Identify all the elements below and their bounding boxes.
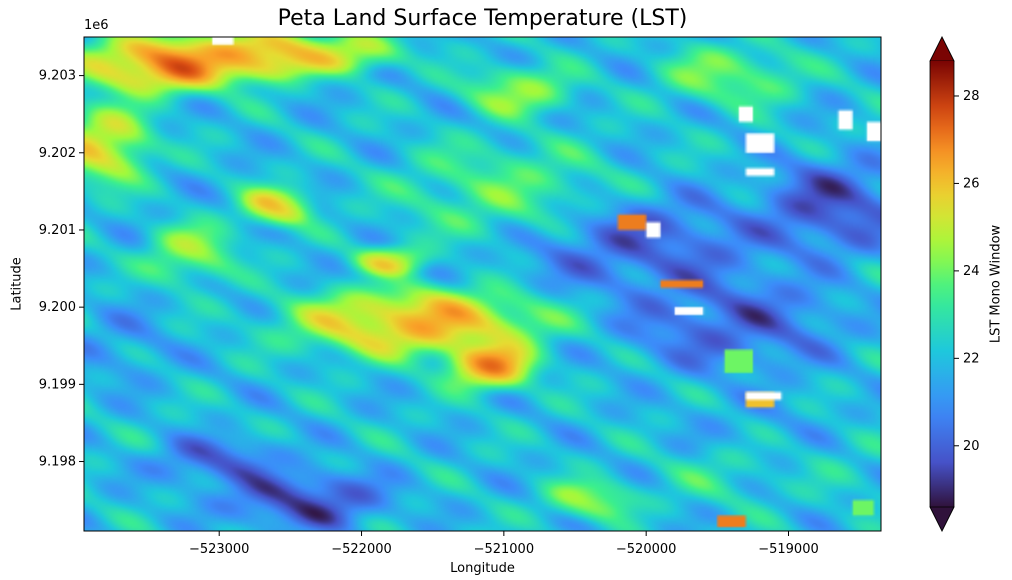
- y-axis-ticks: 9.198 9.199 9.200 9.201 9.202 9.203: [39, 69, 84, 470]
- lst-heatmap: [84, 37, 881, 531]
- x-tick-label: −520000: [616, 542, 677, 557]
- y-axis-label: Latitude: [9, 257, 25, 311]
- x-tick-label: −519000: [758, 542, 819, 557]
- colorbar-outline: [929, 36, 955, 532]
- y-tick-label: 9.202: [39, 146, 76, 161]
- y-tick-label: 9.198: [39, 455, 76, 470]
- colorbar-tick-label: 28: [963, 89, 980, 104]
- y-tick-label: 9.200: [39, 300, 76, 315]
- colorbar-extend-min: [929, 506, 955, 532]
- x-tick-label: −521000: [474, 542, 535, 557]
- plot-frame: [83, 36, 882, 532]
- colorbar-tick-label: 20: [963, 439, 980, 454]
- colorbar: [929, 36, 955, 532]
- colorbar-tick-label: 22: [963, 351, 980, 366]
- x-axis-label: Longitude: [450, 561, 515, 576]
- y-axis-offset-label: 1e6: [84, 18, 109, 33]
- x-tick-label: −522000: [331, 542, 392, 557]
- y-tick-label: 9.199: [39, 377, 76, 392]
- colorbar-gradient: [930, 61, 954, 507]
- colorbar-ticks: 20 22 24 26 28: [954, 89, 980, 454]
- y-tick-label: 9.201: [39, 223, 76, 238]
- colorbar-tick-label: 26: [963, 176, 980, 191]
- colorbar-extend-max: [929, 36, 955, 62]
- map-title: Peta Land Surface Temperature (LST): [277, 6, 688, 31]
- x-tick-label: −523000: [189, 542, 250, 557]
- colorbar-label: LST Mono Window: [988, 224, 1004, 344]
- colorbar-tick-label: 24: [963, 264, 980, 279]
- y-tick-label: 9.203: [39, 69, 76, 84]
- x-axis-ticks: −523000 −522000 −521000 −520000 −519000: [189, 531, 819, 557]
